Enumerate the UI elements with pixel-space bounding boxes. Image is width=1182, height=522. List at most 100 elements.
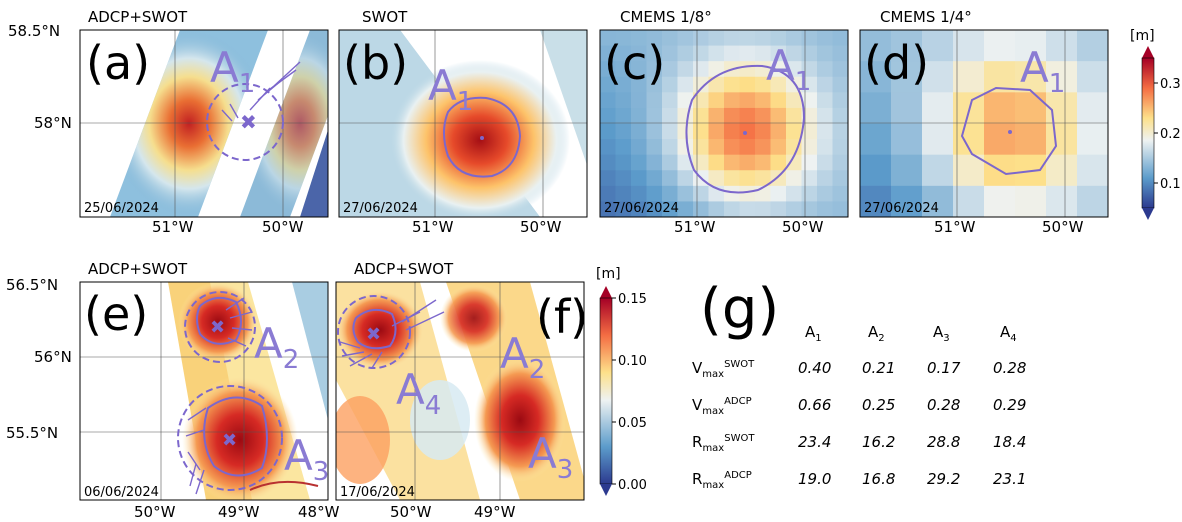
heatmap-cell bbox=[708, 139, 725, 156]
heatmap-cell bbox=[770, 30, 787, 47]
heatmap-cell bbox=[817, 30, 834, 47]
panel-f: ✖ (f) ADCP+SWOT 17/06/2024 A2 A4 A3 50°W… bbox=[335, 260, 588, 521]
heatmap-cell bbox=[662, 76, 679, 93]
heatmap-cell bbox=[615, 30, 632, 47]
heatmap-cell bbox=[724, 45, 741, 62]
heatmap-cell bbox=[891, 123, 923, 156]
heatmap-cell bbox=[770, 185, 787, 203]
heatmap-cell bbox=[1046, 61, 1078, 93]
svg-text:✖: ✖ bbox=[366, 324, 381, 345]
heatmap-cell bbox=[817, 139, 834, 156]
heatmap-cell bbox=[817, 92, 834, 109]
heatmap-cell bbox=[832, 170, 848, 187]
eddy-label-f-a4: A4 bbox=[396, 365, 441, 421]
heatmap-cell bbox=[615, 123, 632, 140]
lat-tick-58.5: 58.5°N bbox=[8, 22, 60, 40]
row-header-rmax-swot: RmaxSWOT bbox=[692, 433, 755, 454]
heatmap-cell bbox=[922, 154, 954, 187]
heatmap-cell bbox=[615, 107, 632, 125]
eddy-label-d: A1 bbox=[1020, 43, 1065, 99]
heatmap-cell bbox=[770, 201, 787, 217]
heatmap-cell bbox=[708, 170, 725, 187]
table-cell: 18.4 bbox=[993, 433, 1027, 451]
heatmap-cell bbox=[724, 107, 741, 125]
heatmap-cell bbox=[860, 123, 892, 156]
heatmap-cell bbox=[786, 92, 803, 109]
col-header-a1: A1 bbox=[805, 323, 822, 344]
lon-tick-49-f: 49°W bbox=[474, 503, 516, 521]
heatmap-cell bbox=[770, 45, 787, 62]
heatmap-cell bbox=[755, 30, 772, 47]
heatmap-cell bbox=[984, 92, 1016, 125]
eddy-label-c: A1 bbox=[766, 41, 811, 97]
row-header-vmax-swot: VmaxSWOT bbox=[692, 359, 755, 380]
heatmap-cell bbox=[677, 76, 694, 93]
heatmap-cell bbox=[786, 123, 803, 140]
heatmap-cell bbox=[817, 61, 834, 78]
heatmap-cell bbox=[755, 154, 772, 171]
heatmap-cell bbox=[832, 123, 848, 140]
heatmap-cell bbox=[801, 107, 818, 125]
table-cell: 23.1 bbox=[993, 470, 1027, 488]
heatmap-cell bbox=[984, 185, 1016, 217]
eddy-contour-f bbox=[352, 308, 397, 350]
heatmap-cell bbox=[755, 139, 772, 156]
heatmap-cell bbox=[693, 76, 710, 93]
panel-date-a: 25/06/2024 bbox=[84, 201, 159, 216]
heatmap-cell bbox=[953, 61, 985, 93]
heatmap-cell bbox=[1015, 30, 1047, 62]
table-cell: 0.66 bbox=[798, 396, 832, 414]
heatmap-cell bbox=[600, 107, 617, 125]
heatmap-cell bbox=[786, 201, 803, 217]
heatmap-cell bbox=[984, 30, 1016, 62]
heatmap-cell bbox=[832, 92, 848, 109]
heatmap-cell bbox=[615, 185, 632, 203]
colorbar-bottom-tick-0.10: 0.10 bbox=[618, 354, 647, 369]
heatmap-cell bbox=[786, 154, 803, 171]
heatmap-cell bbox=[755, 76, 772, 93]
eddy-contour-dashed bbox=[206, 83, 284, 161]
heatmap-cell bbox=[677, 45, 694, 62]
heatmap-cell bbox=[1077, 30, 1108, 62]
heatmap-cell bbox=[662, 92, 679, 109]
heatmap-cell bbox=[739, 92, 756, 109]
heatmap-cell bbox=[739, 185, 756, 203]
heatmap-cell bbox=[600, 30, 617, 47]
table-cell: 0.25 bbox=[862, 396, 896, 414]
heatmap-cell bbox=[662, 154, 679, 171]
heatmap-cell bbox=[755, 107, 772, 125]
heatmap-cell bbox=[1077, 61, 1108, 93]
heatmap-cell bbox=[801, 185, 818, 203]
heatmap-cell bbox=[832, 45, 848, 62]
panel-label-d: (d) bbox=[864, 36, 929, 90]
lon-tick-50-a: 50°W bbox=[262, 218, 304, 236]
panel-title-c: CMEMS 1/8° bbox=[620, 8, 712, 26]
heatmap-cell bbox=[662, 45, 679, 62]
heatmap-cell bbox=[693, 201, 710, 217]
heatmap-cell bbox=[953, 154, 985, 187]
lon-tick-50-c: 50°W bbox=[782, 218, 824, 236]
heatmap-cell bbox=[662, 30, 679, 47]
lon-tick-50-e: 50°W bbox=[134, 503, 176, 521]
eddy-contour-e2 bbox=[203, 396, 268, 477]
heatmap-cell bbox=[801, 30, 818, 47]
heatmap-cell bbox=[860, 154, 892, 187]
heatmap-cell bbox=[677, 185, 694, 203]
heatmap-cell bbox=[646, 123, 663, 140]
heatmap-cell bbox=[922, 61, 954, 93]
heatmap-cell bbox=[615, 45, 632, 62]
panel-label-e: (e) bbox=[84, 287, 148, 341]
heatmap-cell bbox=[708, 45, 725, 62]
heatmap-cell bbox=[646, 76, 663, 93]
lon-tick-51-d: 51°W bbox=[934, 218, 976, 236]
heatmap-cell bbox=[631, 61, 648, 78]
heatmap-cell bbox=[770, 123, 787, 140]
heatmap-cell bbox=[891, 185, 923, 217]
heatmap-cell bbox=[677, 30, 694, 47]
heatmap-cell bbox=[817, 45, 834, 62]
heatmap-cell bbox=[770, 139, 787, 156]
table-cell: 28.8 bbox=[927, 433, 961, 451]
colorbar-top-tick-0.3: 0.3 bbox=[1160, 77, 1181, 92]
heatmap-cell bbox=[1077, 154, 1108, 187]
